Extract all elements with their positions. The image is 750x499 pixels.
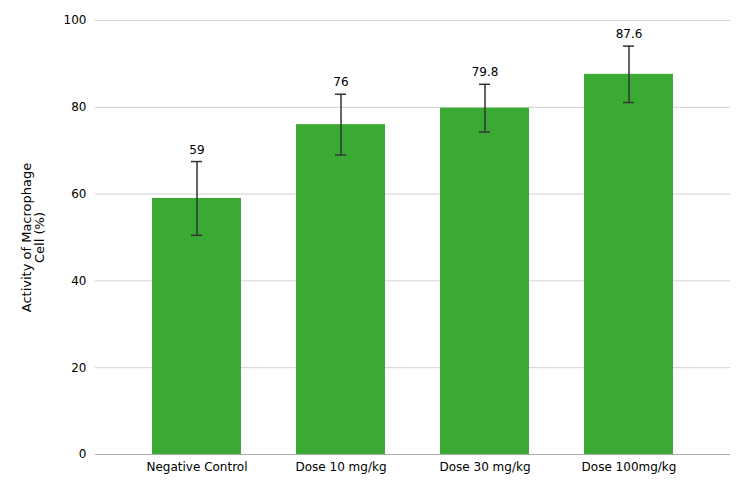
svg-text:59: 59 xyxy=(189,143,204,157)
svg-text:80: 80 xyxy=(71,100,86,114)
svg-text:60: 60 xyxy=(71,187,86,201)
svg-text:Negative Control: Negative Control xyxy=(146,460,247,474)
svg-text:79.8: 79.8 xyxy=(472,65,499,79)
svg-text:0: 0 xyxy=(79,447,87,461)
svg-text:87.6: 87.6 xyxy=(616,27,643,41)
svg-text:40: 40 xyxy=(71,274,86,288)
svg-text:Dose 30 mg/kg: Dose 30 mg/kg xyxy=(439,460,530,474)
svg-text:100: 100 xyxy=(64,13,87,27)
svg-text:Dose 100mg/kg: Dose 100mg/kg xyxy=(582,460,677,474)
svg-text:20: 20 xyxy=(71,361,86,375)
svg-text:76: 76 xyxy=(333,75,348,89)
svg-text:Dose 10 mg/kg: Dose 10 mg/kg xyxy=(295,460,386,474)
svg-text:Activity of MacrophageCell (%): Activity of MacrophageCell (%) xyxy=(19,163,47,312)
